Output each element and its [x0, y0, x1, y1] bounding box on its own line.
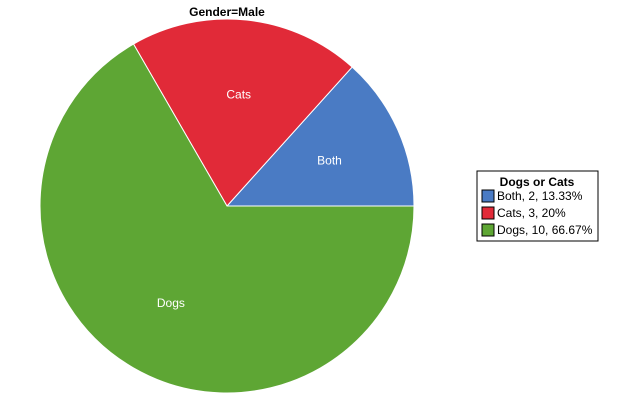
legend-swatch-dogs	[481, 223, 495, 237]
pie-slices	[39, 18, 415, 394]
slice-label-dogs: Dogs	[157, 296, 185, 310]
legend-swatch-cats	[481, 206, 495, 220]
legend: Dogs or Cats Both, 2, 13.33% Cats, 3, 20%…	[476, 170, 599, 242]
pie-slice-labels: Both Cats Dogs	[157, 87, 342, 310]
slice-label-cats: Cats	[226, 87, 251, 101]
legend-entry-dogs: Dogs, 10, 66.67%	[497, 223, 593, 237]
pie-slice-both	[225, 66, 415, 207]
legend-box	[476, 170, 599, 242]
legend-items: Both, 2, 13.33% Cats, 3, 20% Dogs, 10, 66.…	[481, 189, 593, 237]
chart-title: Gender=Male	[189, 5, 265, 19]
legend-title: Dogs or Cats	[500, 175, 575, 189]
pie-slice-cats	[132, 18, 353, 207]
legend-entry-both: Both, 2, 13.33%	[497, 189, 583, 203]
slice-label-both: Both	[317, 153, 342, 167]
legend-swatch-both	[481, 189, 495, 203]
legend-entry-cats: Cats, 3, 20%	[497, 206, 566, 220]
pie-slice-dogs	[39, 43, 415, 394]
